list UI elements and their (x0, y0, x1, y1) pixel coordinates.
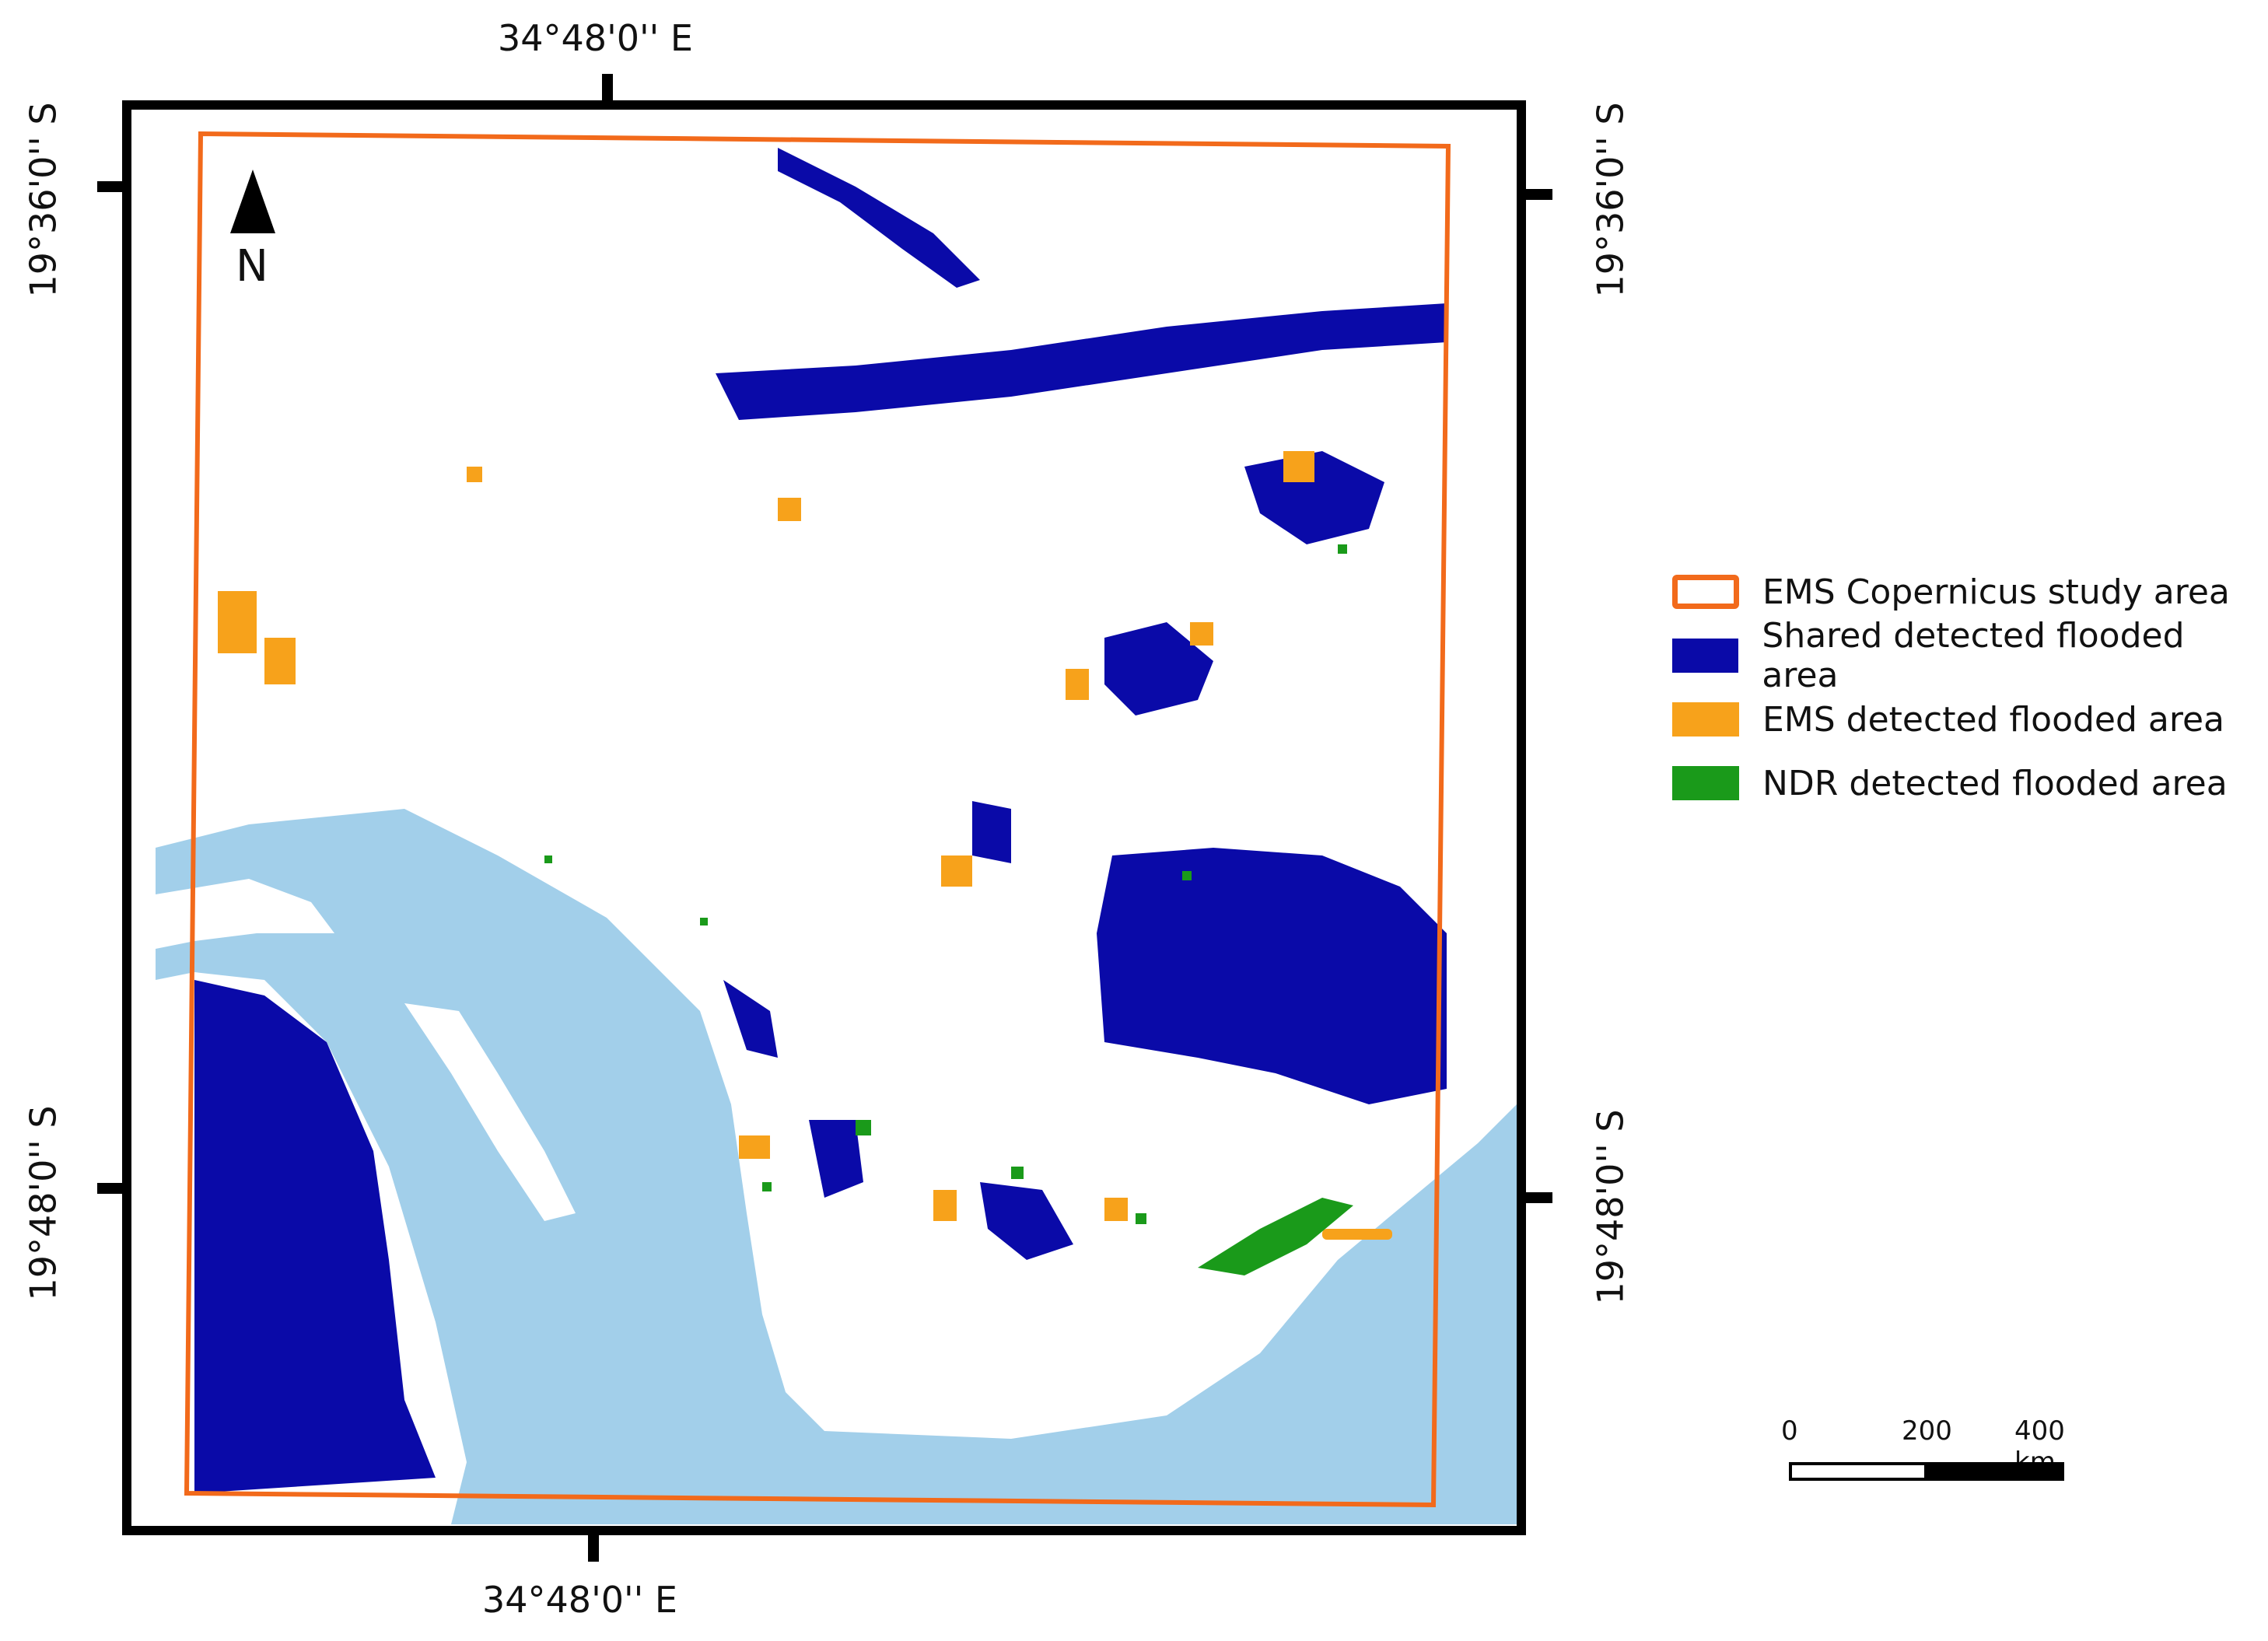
legend-label: EMS detected flooded area (1762, 699, 2225, 740)
left-lat-south-label: 19°48'0'' S (22, 1105, 65, 1301)
legend-label: Shared detected flooded area (1762, 616, 2185, 695)
water-layer (156, 809, 1517, 1524)
legend-label: NDR detected flooded area (1762, 763, 2228, 803)
legend-item-study-area: EMS Copernicus study area (1672, 560, 2268, 624)
study-area-outline (184, 131, 1451, 1508)
shared-flood-layer (194, 148, 1447, 1493)
left-lat-north-label: 19°36'0'' S (22, 102, 65, 298)
scale-tick-0: 0 (1781, 1415, 1798, 1447)
legend-item-shared: Shared detected flooded area (1672, 616, 2268, 695)
legend-swatch-study-area (1672, 575, 1739, 609)
bottom-lon-label: 34°48'0'' E (482, 1579, 677, 1621)
north-arrow-icon (230, 170, 275, 233)
legend-swatch-ems (1672, 702, 1739, 737)
north-arrow-label: N (236, 241, 268, 292)
graticule-ticks (97, 74, 1552, 1562)
legend-item-ems: EMS detected flooded area (1672, 688, 2268, 751)
map-border (122, 100, 1526, 1535)
scale-bar: 0 200 400 km (1781, 1415, 2077, 1485)
scale-tick-200: 200 (1902, 1415, 1952, 1447)
right-lat-south-label: 19°48'0'' S (1589, 1109, 1632, 1305)
top-lon-label: 34°48'0'' E (498, 17, 693, 59)
ndr-flood-layer (544, 544, 1353, 1275)
scale-bar-segment-white (1789, 1462, 1927, 1481)
legend-swatch-ndr (1672, 766, 1739, 800)
scale-bar-segment-black (1927, 1462, 2064, 1481)
legend-label: EMS Copernicus study area (1762, 572, 2230, 612)
ems-flood-layer (218, 451, 1392, 1240)
legend-swatch-shared (1672, 639, 1739, 673)
legend-item-ndr: NDR detected flooded area (1672, 751, 2268, 815)
right-lat-north-label: 19°36'0'' S (1589, 102, 1632, 298)
legend: EMS Copernicus study area Shared detecte… (1672, 560, 2268, 815)
